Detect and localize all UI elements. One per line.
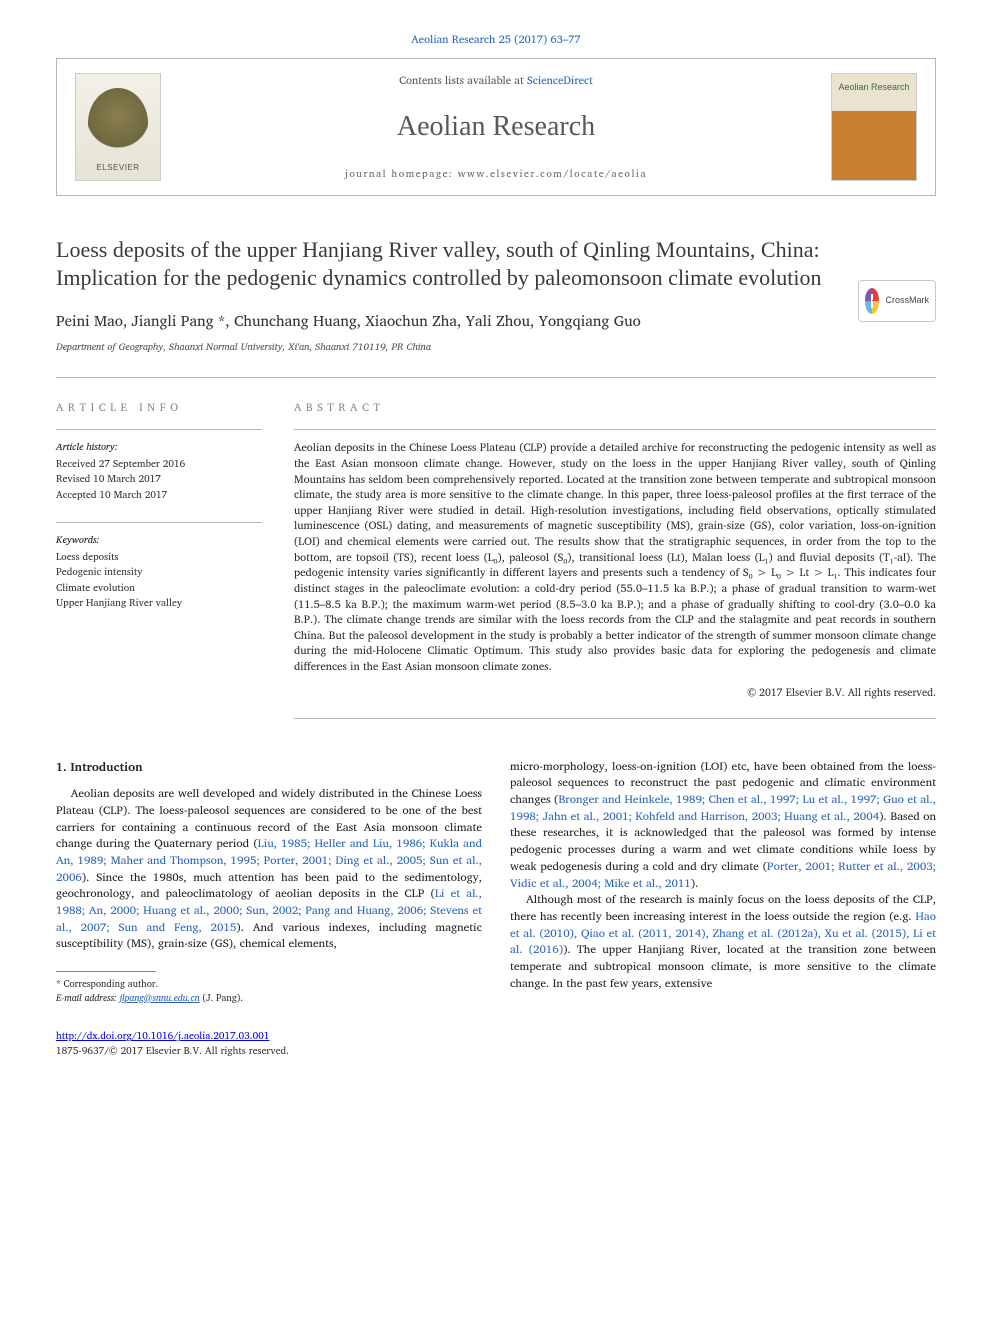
footnote-separator <box>56 971 156 972</box>
intro-paragraph: Aeolian deposits are well developed and … <box>56 786 482 953</box>
issn-copyright-line: 1875-9637/© 2017 Elsevier B.V. All right… <box>56 1044 936 1059</box>
crossmark-label: CrossMark <box>885 294 929 307</box>
contents-prefix: Contents lists available at <box>399 71 527 89</box>
history-revised: Revised 10 March 2017 <box>56 472 262 487</box>
history-accepted: Accepted 10 March 2017 <box>56 488 262 503</box>
corr-label: * Corresponding author. <box>56 978 482 992</box>
history-label: Article history: <box>56 440 262 455</box>
abstract-body: Aeolian deposits in the Chinese Loess Pl… <box>294 429 936 674</box>
contents-line: Contents lists available at ScienceDirec… <box>57 73 935 89</box>
affiliation: Department of Geography, Shaanxi Normal … <box>56 340 936 355</box>
text-run: ). Since the 1980s, much attention has b… <box>56 868 482 904</box>
crossmark-icon <box>865 288 879 314</box>
elsevier-caption: ELSEVIER <box>96 162 139 174</box>
keywords-block: Keywords: Loess deposits Pedogenic inten… <box>56 522 262 611</box>
intro-paragraph: micro-morphology, loess-on-ignition (LOI… <box>510 759 936 892</box>
history-received: Received 27 September 2016 <box>56 457 262 472</box>
journal-name: Aeolian Research <box>57 107 935 148</box>
journal-homepage: journal homepage: www.elsevier.com/locat… <box>57 167 935 182</box>
article-history: Article history: Received 27 September 2… <box>56 429 262 502</box>
elsevier-logo: ELSEVIER <box>75 73 161 181</box>
article-info-heading: ARTICLE INFO <box>56 400 262 416</box>
keyword-item: Climate evolution <box>56 581 262 596</box>
authors-text: Peini Mao, Jiangli Pang *, Chunchang Hua… <box>56 308 641 333</box>
keyword-item: Pedogenic intensity <box>56 565 262 580</box>
crossmark-badge[interactable]: CrossMark <box>858 280 936 322</box>
cover-label: Aeolian Research <box>838 82 909 93</box>
keywords-label: Keywords: <box>56 533 262 548</box>
journal-header: ELSEVIER Contents lists available at Sci… <box>56 58 936 196</box>
abstract-copyright: © 2017 Elsevier B.V. All rights reserved… <box>294 685 936 700</box>
elsevier-tree-icon <box>88 88 148 158</box>
journal-reference: Aeolian Research 25 (2017) 63–77 <box>56 32 936 48</box>
author-list: Peini Mao, Jiangli Pang *, Chunchang Hua… <box>56 310 936 332</box>
article-title: Loess deposits of the upper Hanjiang Riv… <box>56 236 836 292</box>
corr-email-link[interactable]: jlpang@snnu.edu.cn <box>120 991 200 1006</box>
abstract-heading: ABSTRACT <box>294 400 936 416</box>
keyword-item: Loess deposits <box>56 550 262 565</box>
citation-link[interactable]: Bronger and Heinkele, 1989; Chen et al.,… <box>510 790 936 826</box>
text-run: ). The upper Hanjiang River, located at … <box>510 940 936 992</box>
sciencedirect-link[interactable]: ScienceDirect <box>527 71 593 89</box>
keyword-item: Upper Hanjiang River valley <box>56 596 262 611</box>
intro-paragraph: Although most of the research is mainly … <box>510 892 936 992</box>
journal-cover-thumbnail: Aeolian Research <box>831 73 917 181</box>
text-run: Although most of the research is mainly … <box>510 890 936 926</box>
corresponding-author-footnote: * Corresponding author. E-mail address: … <box>56 978 482 1006</box>
email-label: E-mail address: <box>56 991 120 1006</box>
email-suffix: (J. Pang). <box>200 991 243 1006</box>
section-heading-intro: 1. Introduction <box>56 759 482 776</box>
